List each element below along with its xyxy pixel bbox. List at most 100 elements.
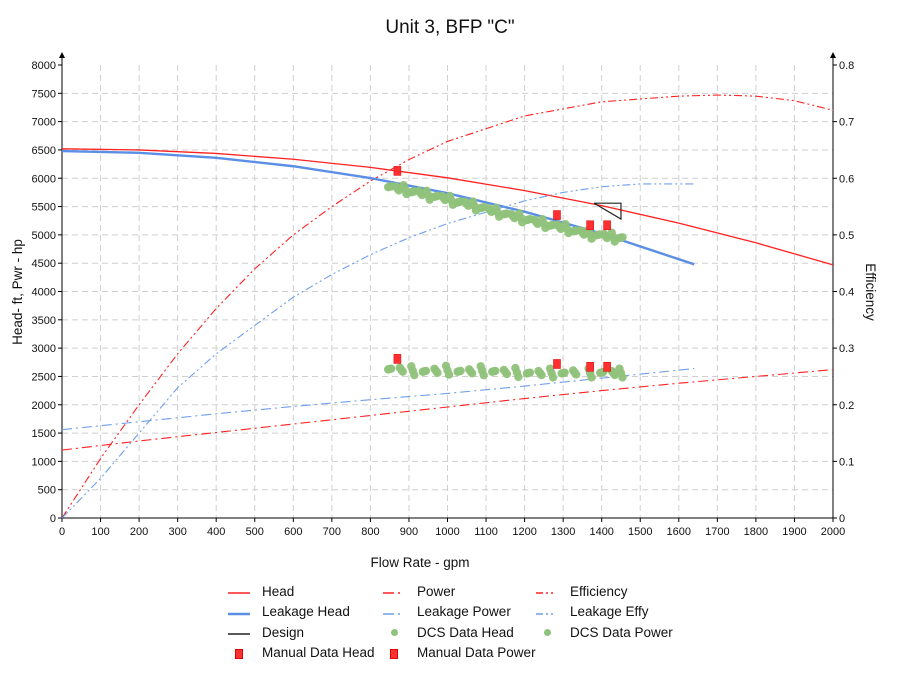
y-axis-arrow <box>59 52 65 58</box>
x-tick-label: 1300 <box>551 526 575 538</box>
y-tick-label: 6000 <box>32 173 56 185</box>
y2-tick-label: 0.2 <box>839 400 854 412</box>
legend-swatch-icon <box>383 627 405 637</box>
legend-label: Leakage Power <box>417 604 511 619</box>
y-tick-label: 0 <box>50 513 56 525</box>
legend-label: Efficiency <box>570 583 628 599</box>
point-manual-data-head <box>603 220 611 231</box>
legend-item: DCS Data Head <box>383 623 514 641</box>
point-manual-data-head <box>586 220 594 231</box>
point-dcs-data-power <box>398 367 407 376</box>
legend-item: Efficiency <box>536 582 628 600</box>
legend-swatch-icon <box>383 607 405 617</box>
legend-item: Manual Data Head <box>228 644 375 662</box>
point-dcs-data-power <box>479 370 488 380</box>
y-tick-label: 3500 <box>32 315 56 327</box>
point-dcs-data-power <box>514 372 523 382</box>
legend-label: Design <box>262 624 305 640</box>
point-dcs-data-power <box>572 370 581 379</box>
legend-label: Manual Data Power <box>417 645 536 660</box>
x-tick-label: 1200 <box>512 526 536 538</box>
legend-label: DCS Data Power <box>570 624 673 640</box>
x-tick-label: 400 <box>207 526 225 538</box>
series-line-head <box>61 148 834 266</box>
legend-item: Manual Data Power <box>383 644 536 662</box>
y2-tick-label: 0.8 <box>839 60 854 72</box>
series-line-design <box>593 202 622 221</box>
x-tick-label: 2000 <box>821 526 845 538</box>
x-tick-label: 900 <box>400 526 418 538</box>
series-line-leakage-power <box>61 367 695 431</box>
y-tick-label: 3000 <box>32 343 56 355</box>
y-tick-label: 2500 <box>32 371 56 383</box>
series-line-efficiency <box>61 94 834 519</box>
point-dcs-data-power <box>502 369 512 379</box>
legend-item: Design <box>228 623 304 641</box>
x-tick-label: 1700 <box>705 526 729 538</box>
x-tick-label: 1900 <box>782 526 806 538</box>
y-tick-label: 500 <box>38 485 56 497</box>
point-dcs-data-power <box>467 369 477 378</box>
legend-label: Leakage Effy <box>570 604 649 619</box>
y-tick-label: 8000 <box>32 60 56 72</box>
x-tick-label: 500 <box>246 526 264 538</box>
legend-swatch-icon <box>228 648 250 659</box>
legend-label: Head <box>262 583 295 599</box>
legend-swatch-icon <box>228 586 250 596</box>
point-manual-data-power <box>393 354 402 364</box>
y-tick-label: 5000 <box>32 230 56 242</box>
y-tick-label: 6500 <box>32 145 56 157</box>
legend-item: DCS Data Power <box>536 623 673 641</box>
point-manual-data-power <box>586 362 594 372</box>
y-tick-label: 1500 <box>32 428 56 440</box>
series-line-leakage-effy <box>61 183 695 519</box>
legend-label: Manual Data Head <box>262 645 375 660</box>
x-tick-label: 1500 <box>628 526 652 538</box>
legend-item: Power <box>383 582 455 600</box>
y2-tick-label: 0.7 <box>839 117 854 129</box>
point-manual-data-head <box>393 166 402 176</box>
point-dcs-data-power <box>618 373 627 382</box>
y2-axis-label: Efficiency <box>863 263 878 321</box>
legend-swatch-icon <box>536 627 558 637</box>
legend-swatch-icon <box>228 627 250 637</box>
legend-item: Leakage Power <box>383 603 511 621</box>
legend-swatch-icon <box>536 607 558 617</box>
legend-label: Power <box>417 583 456 599</box>
y-tick-label: 1000 <box>32 456 56 468</box>
point-dcs-data-power <box>433 368 442 377</box>
legend-label: DCS Data Head <box>417 624 514 640</box>
series-line-power <box>61 369 834 451</box>
y-tick-label: 4000 <box>32 287 56 299</box>
point-dcs-data-power <box>444 370 454 379</box>
x-tick-label: 300 <box>168 526 186 538</box>
legend-swatch-icon <box>228 607 250 617</box>
y-tick-label: 2000 <box>32 400 56 412</box>
legend-item: Head <box>228 582 294 600</box>
y2-tick-label: 0 <box>839 513 845 525</box>
point-manual-data-power <box>603 362 611 372</box>
x-tick-label: 1800 <box>744 526 768 538</box>
x-tick-label: 700 <box>323 526 341 538</box>
point-manual-data-power <box>553 359 561 369</box>
point-dcs-data-power <box>587 373 596 382</box>
point-dcs-data-power <box>560 368 569 377</box>
x-tick-label: 1400 <box>589 526 613 538</box>
x-tick-label: 0 <box>59 526 65 538</box>
y2-tick-label: 0.1 <box>839 456 854 468</box>
point-dcs-data-power <box>421 366 431 376</box>
point-manual-data-head <box>553 210 561 220</box>
y2-tick-label: 0.3 <box>839 343 854 355</box>
point-dcs-data-power <box>410 370 419 380</box>
point-dcs-data-power <box>456 366 465 376</box>
x-tick-label: 1100 <box>474 526 498 538</box>
y2-axis-arrow <box>830 52 836 58</box>
chart-title: Unit 3, BFP "C" <box>385 17 514 38</box>
point-dcs-data-power <box>386 364 396 373</box>
x-tick-label: 200 <box>130 526 148 538</box>
x-axis-label: Flow Rate - gpm <box>370 555 469 570</box>
legend-swatch-icon <box>383 648 405 659</box>
legend-item: Leakage Head <box>228 603 350 621</box>
y-tick-label: 4500 <box>32 258 56 270</box>
